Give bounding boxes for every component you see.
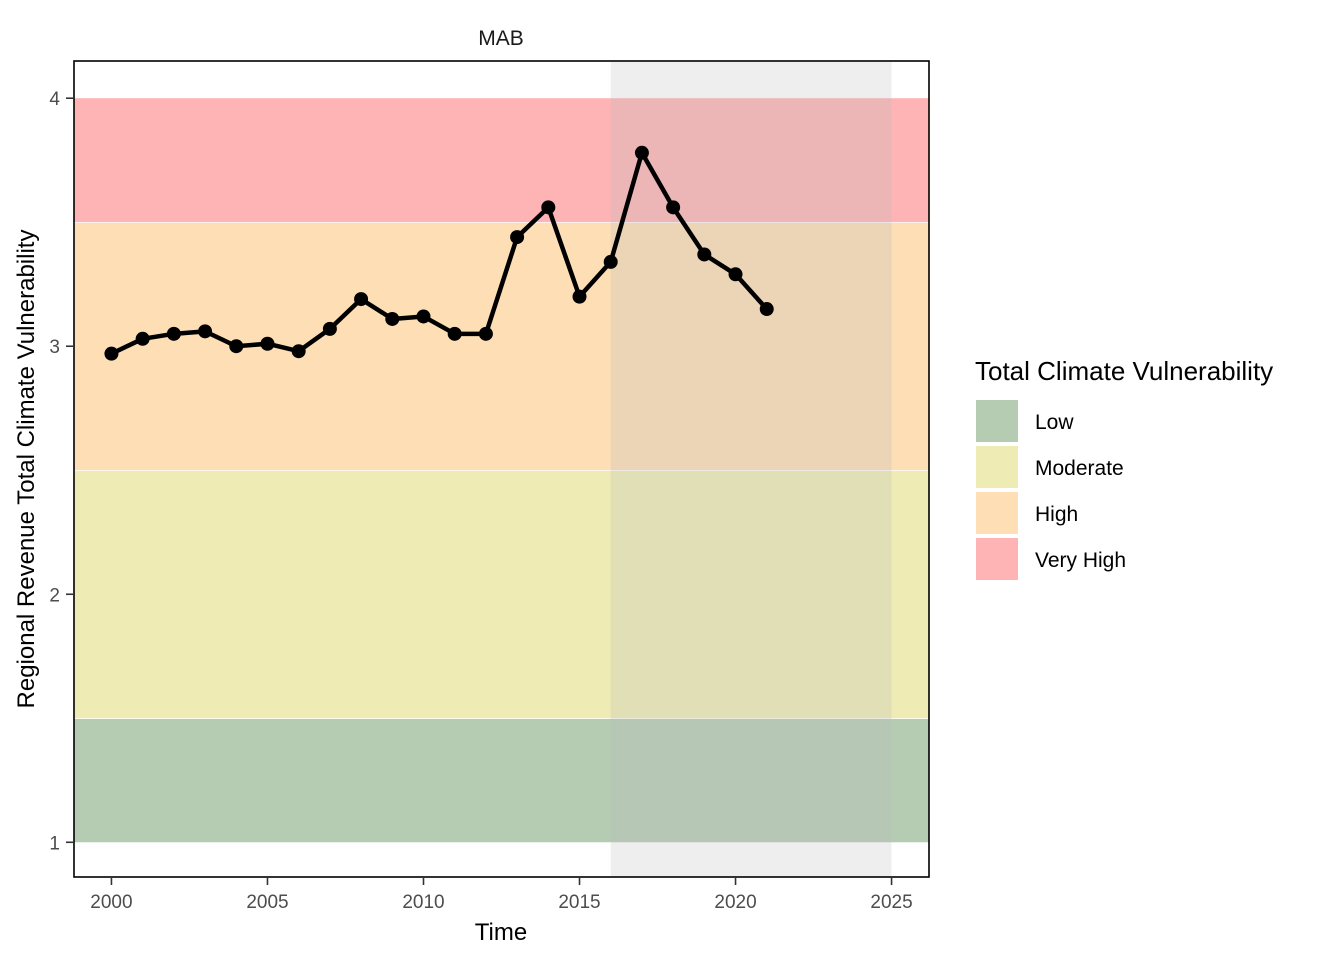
x-tick-label: 2020 <box>714 892 756 913</box>
legend-swatch-very-high <box>976 538 1018 580</box>
legend-swatch-moderate <box>976 446 1018 488</box>
data-point-2014 <box>541 200 556 215</box>
data-point-2020 <box>728 267 743 282</box>
data-point-2006 <box>291 344 306 359</box>
data-point-2018 <box>666 200 681 215</box>
data-point-2013 <box>510 230 525 245</box>
y-tick-label: 1 <box>49 833 60 854</box>
data-point-2021 <box>759 302 774 317</box>
x-tick-label: 2015 <box>558 892 600 913</box>
band-moderate <box>74 470 929 719</box>
data-point-2002 <box>166 326 181 341</box>
data-point-2003 <box>198 324 213 339</box>
x-axis: 2000 2005 2010 2015 2020 2025 <box>90 877 913 913</box>
shaded-period <box>610 61 892 877</box>
y-axis: 1 2 3 4 <box>49 89 74 854</box>
series-line <box>109 150 769 356</box>
data-point-2000 <box>104 346 119 361</box>
x-tick-label: 2025 <box>870 892 912 913</box>
data-point-2005 <box>260 336 275 351</box>
x-tick-label: 2010 <box>402 892 444 913</box>
y-tick-label: 2 <box>49 585 60 606</box>
legend-swatch-low <box>976 400 1018 442</box>
data-point-2016 <box>603 254 618 269</box>
legend: Total Climate Vulnerability Low Moderate H… <box>975 356 1273 580</box>
vulnerability-bands <box>74 98 929 843</box>
legend-label-low: Low <box>1035 411 1074 434</box>
data-point-2015 <box>572 289 587 304</box>
legend-swatch-high <box>976 492 1018 534</box>
data-point-2007 <box>322 321 337 336</box>
plot-border <box>73 60 930 878</box>
x-axis-title: Time <box>475 919 527 946</box>
legend-title: Total Climate Vulnerability <box>975 356 1273 386</box>
legend-label-very-high: Very High <box>1035 549 1126 572</box>
series-layer <box>104 145 774 361</box>
y-axis-title: Regional Revenue Total Climate Vulnerabi… <box>13 230 40 709</box>
legend-label-moderate: Moderate <box>1035 457 1124 480</box>
facet-title: MAB <box>478 27 524 50</box>
band-very-high <box>74 98 929 223</box>
legend-items: Low Moderate High Very High <box>976 400 1126 580</box>
y-tick-label: 3 <box>49 337 60 358</box>
x-tick-label: 2005 <box>246 892 288 913</box>
data-point-2011 <box>447 326 462 341</box>
data-point-2008 <box>354 292 369 307</box>
data-point-2010 <box>416 309 431 324</box>
data-point-2012 <box>478 326 493 341</box>
y-tick-label: 4 <box>49 89 60 110</box>
data-point-2004 <box>229 339 244 354</box>
band-high <box>74 222 929 471</box>
legend-label-high: High <box>1035 503 1078 526</box>
x-tick-label: 2000 <box>90 892 132 913</box>
data-point-2001 <box>135 331 150 346</box>
data-point-2009 <box>385 311 400 326</box>
plot-area <box>73 60 930 878</box>
data-point-2017 <box>634 145 649 160</box>
band-low <box>74 718 929 843</box>
data-point-2019 <box>697 247 712 262</box>
